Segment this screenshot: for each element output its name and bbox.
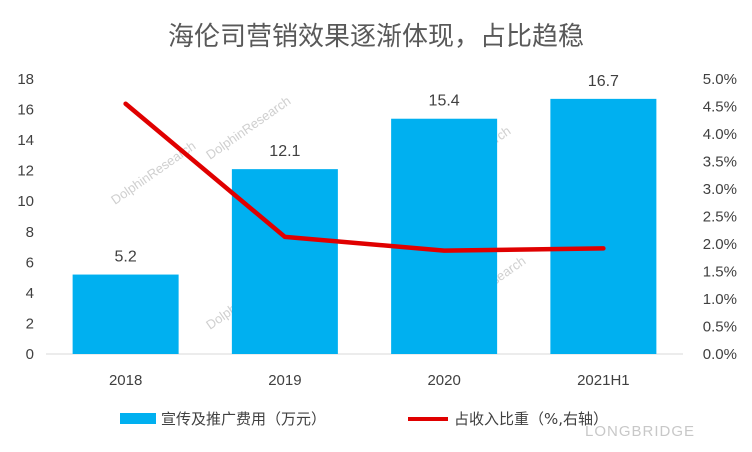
y-right-tick-label: 3.5% — [703, 154, 737, 171]
x-category-label: 2021H1 — [577, 372, 630, 389]
y-left-tick-label: 4 — [26, 285, 34, 302]
y-left-tick-label: 6 — [26, 254, 34, 271]
bar — [231, 169, 338, 354]
watermark-text: DolphinResearch — [108, 138, 198, 207]
y-right-tick-label: 4.5% — [703, 99, 737, 116]
legend-label-bar: 宣传及推广费用（万元） — [161, 410, 326, 428]
watermark-brand: LONGBRIDGE — [585, 423, 695, 440]
y-right-tick-label: 3.0% — [703, 181, 737, 198]
legend: 宣传及推广费用（万元） 占收入比重（%,右轴） — [120, 410, 608, 428]
y-left-tick-label: 2 — [26, 315, 34, 332]
y-right-tick-label: 1.5% — [703, 264, 737, 281]
x-category-label: 2020 — [427, 372, 460, 389]
bar — [550, 98, 657, 354]
x-category-label: 2019 — [268, 372, 301, 389]
ratio-line — [123, 101, 606, 253]
legend-swatch-bar — [120, 413, 156, 424]
y-left-tick-label: 10 — [17, 193, 34, 210]
y-right-tick-label: 2.0% — [703, 236, 737, 253]
y-left-tick-label: 16 — [17, 102, 34, 119]
x-axis-categories: 2018 2019 2020 2021H1 — [109, 372, 630, 389]
legend-label-line: 占收入比重（%,右轴） — [454, 410, 608, 428]
line-series — [123, 101, 606, 253]
y-left-tick-label: 8 — [26, 224, 34, 241]
bar-data-label: 5.2 — [115, 249, 137, 266]
left-axis: 0 2 4 6 8 10 12 14 16 18 — [17, 71, 34, 363]
bar-data-label: 15.4 — [429, 93, 460, 110]
y-left-tick-label: 0 — [26, 346, 34, 363]
y-left-tick-label: 18 — [17, 71, 34, 88]
chart-title: 海伦司营销效果逐渐体现，占比趋稳 — [168, 22, 584, 52]
y-right-tick-label: 0.5% — [703, 319, 737, 336]
bar — [391, 118, 498, 354]
y-right-tick-label: 0.0% — [703, 346, 737, 363]
bar-data-label: 16.7 — [588, 73, 619, 90]
right-axis: 0.0% 0.5% 1.0% 1.5% 2.0% 2.5% 3.0% 3.5% 4.0% 4.5%… — [703, 71, 737, 363]
y-right-tick-label: 4.0% — [703, 126, 737, 143]
bar — [72, 274, 179, 354]
bar-data-labels: 5.2 12.1 15.4 16.7 — [115, 73, 620, 266]
bar-series — [72, 98, 657, 354]
y-right-tick-label: 1.0% — [703, 291, 737, 308]
y-left-tick-label: 12 — [17, 163, 34, 180]
bar-data-label: 12.1 — [269, 143, 300, 160]
x-category-label: 2018 — [109, 372, 142, 389]
y-right-tick-label: 2.5% — [703, 209, 737, 226]
y-right-tick-label: 5.0% — [703, 71, 737, 88]
y-left-tick-label: 14 — [17, 132, 34, 149]
